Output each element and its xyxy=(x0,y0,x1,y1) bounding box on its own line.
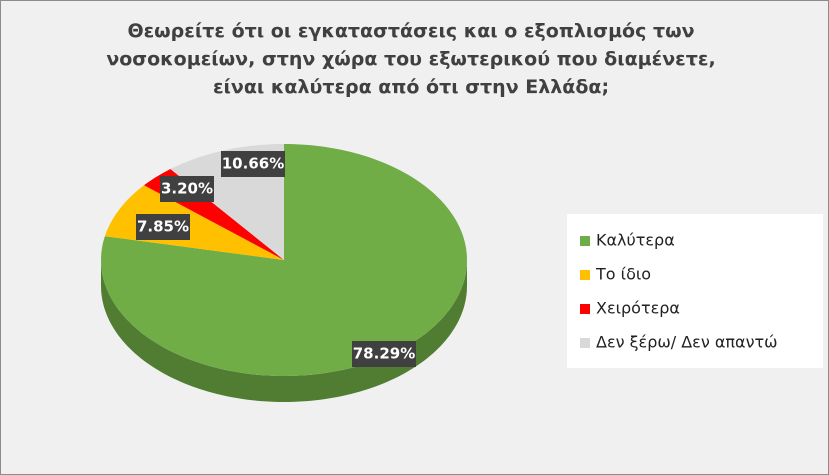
value-label-box xyxy=(136,214,190,240)
legend-box xyxy=(567,214,823,368)
legend-label: Δεν ξέρω/ Δεν απαντώ xyxy=(596,333,778,352)
legend-marker xyxy=(580,236,590,246)
legend-marker xyxy=(580,338,590,348)
chart-title: Θεωρείτε ότι οι εγκαταστάσεις και ο εξοπ… xyxy=(106,20,716,98)
value-label: 3.20% xyxy=(161,180,213,198)
legend-label: Το ίδιο xyxy=(595,265,651,284)
legend-label: Καλύτερα xyxy=(596,231,675,250)
legend-label: Χειρότερα xyxy=(596,299,680,318)
value-label: 10.66% xyxy=(222,155,284,173)
legend-marker xyxy=(580,304,590,314)
value-label-box xyxy=(352,341,416,367)
slice xyxy=(104,185,284,260)
value-label-box xyxy=(221,151,285,177)
value-label-box xyxy=(160,176,214,202)
legend-marker xyxy=(580,270,590,280)
value-label: 78.29% xyxy=(353,345,415,363)
slice xyxy=(101,144,467,376)
value-label: 7.85% xyxy=(137,218,189,236)
